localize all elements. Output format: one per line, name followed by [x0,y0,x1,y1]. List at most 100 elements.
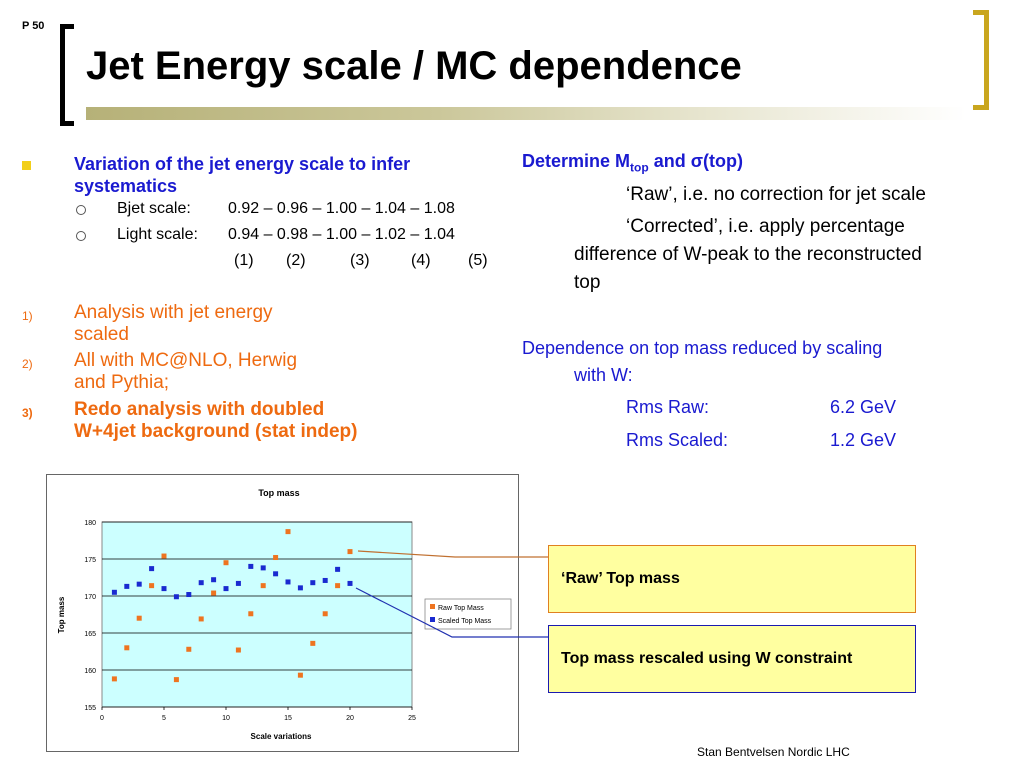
raw-top-mass-point [297,672,303,678]
scaled-top-mass-point [198,580,204,586]
determine-prefix: Determine M [522,151,631,171]
legend-scaled-label: Scaled Top Mass [438,618,492,625]
bullet-square-icon [22,161,31,170]
variation-index-5: (5) [468,252,488,269]
scaled-callout-text: Top mass rescaled using W constraint [561,650,853,667]
rms-raw-label: Rms Raw: [626,397,710,417]
numbered-item-1-line2: scaled [74,324,129,345]
raw-top-mass-point [136,615,142,621]
raw-top-mass-point [173,677,179,683]
raw-callout-text: ‘Raw’ Top mass [561,570,680,587]
x-tick-label: 0 [100,715,104,722]
scaled-top-mass-point [111,589,117,595]
x-tick-label: 5 [162,715,166,722]
main-bullet-text: Variation of the jet energy scale to inf… [74,154,411,196]
raw-top-mass-point [273,555,279,561]
raw-top-mass-point [111,676,117,682]
scaled-top-mass-point [248,563,254,569]
y-axis-label: Top mass [57,596,66,633]
legend-scaled-marker [430,617,435,622]
raw-top-mass-point [347,549,353,555]
chart-title: Top mass [258,488,299,498]
x-tick-label: 25 [408,715,416,722]
scaled-top-mass-point [297,585,303,591]
variation-index-2: (2) [286,252,306,269]
scaled-top-mass-point [186,592,192,598]
title-underline-bar [86,107,966,120]
determine-subscript: top [630,160,649,175]
numbered-item-3: Redo analysis with doubled W+4jet backgr… [74,399,357,443]
sub-bullet-circle-icon [76,231,86,241]
axis-ticks: 155 160 165 170 175 180 0 5 10 15 20 25 [84,520,416,722]
raw-top-mass-point [198,616,204,622]
raw-top-mass-point [248,611,254,617]
raw-top-mass-point [285,529,291,535]
scaled-top-mass-point [211,577,217,583]
scaled-top-mass-point [310,580,316,586]
scaled-top-mass-callout: Top mass rescaled using W constraint [548,625,916,693]
scaled-top-mass-point [235,580,241,586]
grid-lines [102,521,412,708]
dependence-line-2: with W: [574,365,633,385]
raw-connector-line [357,550,548,558]
numbered-item-2: All with MC@NLO, Herwig and Pythia; [74,350,297,394]
left-bracket-decoration [60,24,74,126]
y-tick-label: 155 [84,705,96,712]
raw-description: ‘Raw’, i.e. no correction for jet scale [626,184,926,205]
scaled-top-mass-point [173,594,179,600]
scaled-top-mass-point [335,566,341,572]
bjet-scale-label: Bjet scale: [117,200,191,217]
scaled-top-mass-point [347,580,353,586]
scaled-top-mass-point [124,583,130,589]
variation-index-3: (3) [350,252,370,269]
corrected-line-3: top [574,272,601,293]
y-tick-label: 160 [84,668,96,675]
rms-raw-value: 6.2 GeV [830,397,897,417]
raw-top-mass-point [211,590,217,596]
x-tick-label: 20 [346,715,354,722]
scaled-top-mass-point [161,586,167,592]
scaled-top-mass-point [273,571,279,577]
corrected-line-2: difference of W-peak to the reconstructe… [574,244,922,265]
numbered-item-1-line1: Analysis with jet energy [74,302,273,323]
list-number: 1) [22,309,33,323]
right-bracket-decoration [973,10,989,110]
variation-index-1: (1) [234,252,254,269]
list-number: 3) [22,406,33,420]
data-points [111,529,353,683]
numbered-item-3-line2: W+4jet background (stat indep) [74,421,358,442]
x-axis-label: Scale variations [251,732,312,741]
rms-scaled-label: Rms Scaled: [626,430,729,450]
sub-bullet-circle-icon [76,205,86,215]
plot-area [101,521,413,708]
bjet-scale-values: 0.92 – 0.96 – 1.00 – 1.04 – 1.08 [228,200,455,217]
determine-suffix: and σ(top) [648,151,743,171]
raw-top-mass-point [161,553,167,559]
scaled-top-mass-point [260,565,266,571]
footer-author: Stan Bentvelsen Nordic LHC [697,745,850,759]
numbered-item-2-line2: and Pythia; [74,372,170,393]
y-tick-label: 175 [84,557,96,564]
light-scale-values: 0.94 – 0.98 – 1.00 – 1.02 – 1.04 [228,226,455,243]
numbered-item-2-line1: All with MC@NLO, Herwig [74,350,298,371]
legend-raw-marker [430,604,435,609]
corrected-line-1: ‘Corrected’, i.e. apply percentage [626,216,905,237]
y-tick-label: 180 [84,520,96,527]
chart-svg: Top mass 155 160 165 170 175 180 0 5 10 15 20 25 Sc… [57,488,512,741]
dependence-line-1: Dependence on top mass reduced by scalin… [522,338,883,358]
slide-title: Jet Energy scale / MC dependence [86,44,742,88]
list-number: 2) [22,357,33,371]
top-mass-chart: Top mass 155 160 165 170 175 180 0 5 10 15 20 25 Sc… [46,474,519,752]
scaled-top-mass-point [149,566,155,572]
raw-top-mass-callout: ‘Raw’ Top mass [548,545,916,613]
scaled-top-mass-point [322,577,328,583]
variation-index-4: (4) [411,252,431,269]
rms-scaled-value: 1.2 GeV [830,430,897,450]
scaled-top-mass-point [285,579,291,585]
raw-top-mass-point [322,611,328,617]
chart-legend: Raw Top Mass Scaled Top Mass [424,598,512,630]
y-tick-label: 170 [84,594,96,601]
x-tick-label: 15 [284,715,292,722]
x-tick-label: 10 [222,715,230,722]
